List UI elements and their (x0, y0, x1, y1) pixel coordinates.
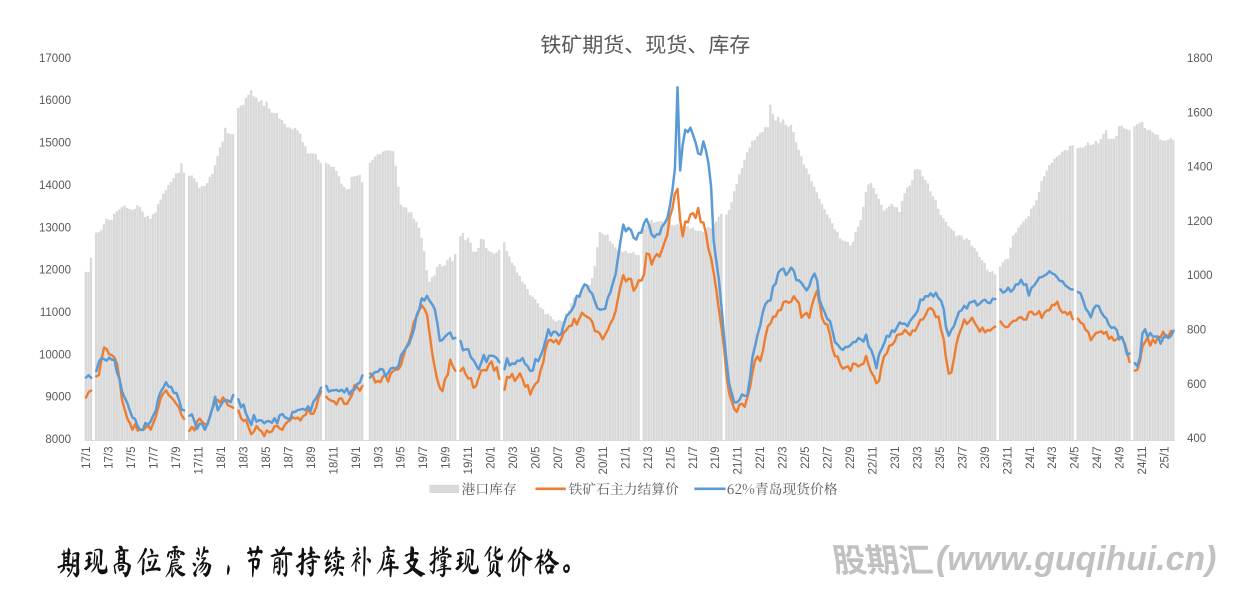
svg-text:21/3: 21/3 (643, 447, 655, 469)
svg-text:23/3: 23/3 (912, 447, 924, 469)
svg-text:24/9: 24/9 (1115, 447, 1127, 469)
svg-text:23/5: 23/5 (935, 447, 947, 469)
svg-text:21/1: 21/1 (620, 447, 632, 469)
svg-text:17/11: 17/11 (194, 447, 206, 475)
svg-text:20/7: 20/7 (553, 447, 565, 469)
svg-text:800: 800 (1187, 325, 1206, 337)
svg-text:21/11: 21/11 (733, 447, 745, 475)
svg-text:21/5: 21/5 (665, 447, 677, 469)
svg-text:19/9: 19/9 (441, 447, 453, 469)
svg-text:24/11: 24/11 (1137, 447, 1149, 475)
svg-text:1000: 1000 (1187, 270, 1213, 282)
svg-text:17/3: 17/3 (104, 447, 116, 469)
svg-text:23/7: 23/7 (957, 447, 969, 469)
svg-text:20/1: 20/1 (486, 447, 498, 469)
svg-text:19/7: 19/7 (418, 447, 430, 469)
svg-text:20/5: 20/5 (531, 447, 543, 469)
svg-text:11000: 11000 (40, 307, 71, 319)
svg-text:17000: 17000 (39, 53, 71, 65)
svg-text:19/1: 19/1 (351, 447, 363, 469)
svg-text:12000: 12000 (39, 265, 71, 277)
svg-text:20/9: 20/9 (576, 447, 588, 469)
svg-text:18/3: 18/3 (239, 447, 251, 469)
svg-text:8000: 8000 (45, 434, 71, 446)
svg-text:15000: 15000 (39, 138, 71, 150)
svg-text:16000: 16000 (39, 95, 71, 107)
svg-text:18/1: 18/1 (216, 447, 228, 469)
svg-text:22/9: 22/9 (845, 447, 857, 469)
svg-text:1400: 1400 (1187, 162, 1213, 174)
svg-text:10000: 10000 (39, 349, 71, 361)
svg-text:1600: 1600 (1187, 108, 1213, 120)
svg-text:(www.guqihui.cn): (www.guqihui.cn) (936, 540, 1216, 578)
svg-text:23/9: 23/9 (980, 447, 992, 469)
svg-text:20/11: 20/11 (598, 447, 610, 475)
svg-text:24/5: 24/5 (1070, 447, 1082, 469)
svg-text:22/7: 22/7 (823, 447, 835, 469)
svg-text:18/7: 18/7 (283, 447, 295, 469)
svg-text:18/9: 18/9 (306, 447, 318, 469)
svg-text:24/7: 24/7 (1092, 447, 1104, 469)
svg-text:17/7: 17/7 (149, 447, 161, 469)
svg-text:24/3: 24/3 (1047, 447, 1059, 469)
svg-text:13000: 13000 (39, 222, 71, 234)
svg-text:19/3: 19/3 (373, 447, 385, 469)
svg-text:18/11: 18/11 (328, 447, 340, 475)
svg-text:24/1: 24/1 (1025, 447, 1037, 469)
svg-text:19/11: 19/11 (463, 447, 475, 475)
svg-text:9000: 9000 (45, 392, 71, 404)
svg-text:23/11: 23/11 (1002, 447, 1014, 475)
svg-text:400: 400 (1187, 433, 1206, 445)
svg-text:20/3: 20/3 (508, 447, 520, 469)
svg-text:19/5: 19/5 (396, 447, 408, 469)
svg-text:18/5: 18/5 (261, 447, 273, 469)
svg-text:22/5: 22/5 (800, 447, 812, 469)
svg-text:22/11: 22/11 (868, 447, 880, 475)
svg-text:22/1: 22/1 (755, 447, 767, 469)
svg-text:22/3: 22/3 (778, 447, 790, 469)
svg-text:14000: 14000 (39, 180, 71, 192)
svg-text:25/1: 25/1 (1160, 447, 1172, 469)
svg-text:1200: 1200 (1187, 216, 1213, 228)
svg-text:17/9: 17/9 (171, 447, 183, 469)
svg-text:21/7: 21/7 (688, 447, 700, 469)
svg-text:23/1: 23/1 (890, 447, 902, 469)
svg-text:600: 600 (1187, 379, 1206, 391)
svg-text:21/9: 21/9 (710, 447, 722, 469)
svg-text:1800: 1800 (1187, 53, 1213, 65)
svg-text:17/1: 17/1 (81, 447, 93, 469)
svg-text:17/5: 17/5 (126, 447, 138, 469)
